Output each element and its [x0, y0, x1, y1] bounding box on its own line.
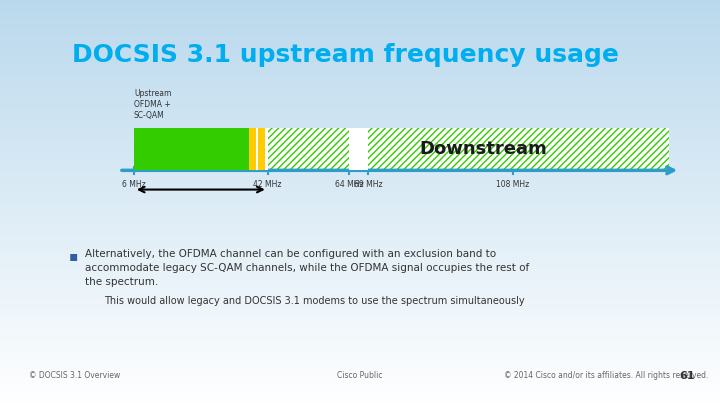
Text: 6 MHz: 6 MHz — [122, 180, 145, 189]
Bar — [134, 128, 249, 171]
Text: Alternatively, the OFDMA channel can be configured with an exclusion band to: Alternatively, the OFDMA channel can be … — [85, 249, 496, 259]
Bar — [268, 128, 349, 171]
Text: 69 MHz: 69 MHz — [354, 180, 382, 189]
Text: accommodate legacy SC-QAM channels, while the OFDMA signal occupies the rest of: accommodate legacy SC-QAM channels, whil… — [85, 263, 529, 273]
Text: Cisco Public: Cisco Public — [337, 371, 383, 379]
Text: 61: 61 — [679, 371, 695, 381]
Bar — [249, 128, 256, 171]
Text: This would allow legacy and DOCSIS 3.1 modems to use the spectrum simultaneously: This would allow legacy and DOCSIS 3.1 m… — [104, 296, 525, 306]
Bar — [349, 128, 368, 171]
Bar — [258, 128, 265, 171]
Text: © 2014 Cisco and/or its affiliates. All rights reserved.: © 2014 Cisco and/or its affiliates. All … — [504, 371, 708, 379]
Bar — [265, 128, 268, 171]
Text: 108 MHz: 108 MHz — [496, 180, 530, 189]
Bar — [368, 128, 669, 171]
Text: Upstream
OFDMA +
SC-QAM: Upstream OFDMA + SC-QAM — [134, 89, 171, 120]
Bar — [256, 128, 258, 171]
Text: DOCSIS 3.1 upstream frequency usage: DOCSIS 3.1 upstream frequency usage — [72, 43, 619, 66]
Text: the spectrum.: the spectrum. — [85, 277, 158, 288]
Text: 42 MHz: 42 MHz — [253, 180, 282, 189]
Text: Downstream: Downstream — [419, 140, 547, 158]
Text: 64 MHz: 64 MHz — [335, 180, 364, 189]
Text: ▪: ▪ — [68, 249, 78, 263]
Text: © DOCSIS 3.1 Overview: © DOCSIS 3.1 Overview — [29, 371, 120, 379]
